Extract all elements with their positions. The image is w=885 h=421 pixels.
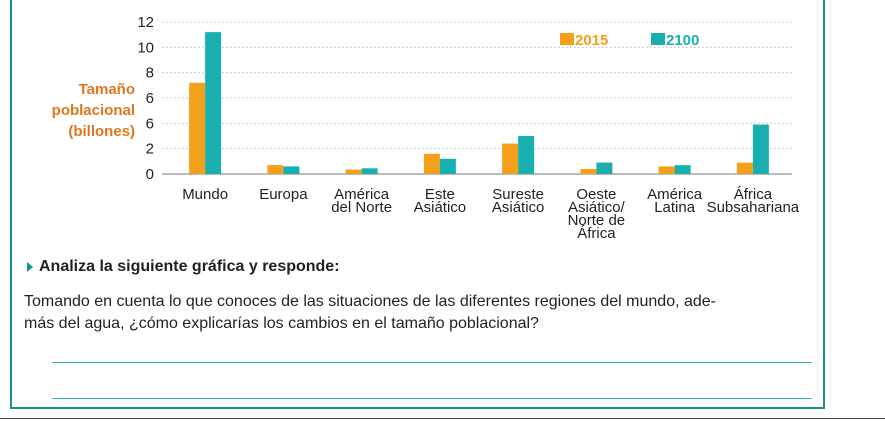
bar-2100	[674, 165, 691, 174]
answer-line-2[interactable]	[52, 398, 812, 399]
population-bar-chart: 0 2 6 6 8 10 12 Tamaño poblacional (billones) Mu…	[52, 14, 800, 242]
y-tick-label: 0	[146, 166, 154, 183]
y-axis-label-line: poblacional	[52, 102, 135, 119]
instruction-heading: Analiza la siguiente gráfica y responde:	[27, 258, 340, 276]
y-tick-labels: 0 2 6 6 8 10 12	[137, 14, 154, 183]
bar-2100	[518, 136, 535, 174]
y-axis-label-line: Tamaño	[79, 81, 135, 98]
activity-frame	[10, 0, 825, 409]
category-label: Sureste	[492, 186, 544, 203]
category-label: Asiático/	[568, 199, 626, 216]
instruction-text: Analiza la siguiente gráfica y responde:	[39, 258, 340, 275]
chart-legend: 2015 2100	[560, 32, 699, 49]
legend-swatch-2015	[560, 33, 574, 45]
legend-label-2015: 2015	[575, 32, 608, 49]
category-label: África	[577, 225, 616, 242]
bar-2100	[752, 124, 769, 174]
bar-2100	[361, 168, 378, 174]
bar-2015	[580, 168, 597, 174]
y-tick-label: 6	[146, 115, 154, 132]
category-label: Asiático	[414, 199, 467, 216]
legend-swatch-2100	[651, 33, 665, 45]
chart-grid	[162, 21, 792, 175]
answer-line-1[interactable]	[52, 362, 812, 363]
category-label: América	[647, 186, 703, 203]
category-label: Mundo	[182, 186, 228, 203]
legend-label-2100: 2100	[666, 32, 699, 49]
question-line: Tomando en cuenta lo que conoces de las …	[24, 293, 717, 310]
y-axis-label: Tamaño poblacional (billones)	[52, 81, 135, 140]
bar-2015	[736, 162, 753, 174]
question-text: Tomando en cuenta lo que conoces de las …	[24, 291, 814, 335]
category-label: Este	[425, 186, 455, 203]
y-axis-label-line: (billones)	[68, 123, 135, 140]
y-tick-label: 8	[146, 65, 154, 82]
category-label: Norte de	[568, 212, 626, 229]
category-label: Oeste	[576, 186, 616, 203]
y-tick-label: 2	[146, 141, 154, 158]
category-label: Subsahariana	[707, 199, 800, 216]
y-tick-label: 10	[137, 39, 154, 56]
bar-2100	[596, 162, 613, 174]
question-line: más del agua, ¿cómo explicarías los camb…	[24, 315, 539, 332]
category-label: Asiático	[492, 199, 545, 216]
bar-2100	[439, 158, 456, 174]
category-label: África	[734, 186, 773, 203]
bar-2015	[423, 153, 440, 174]
category-label: Latina	[654, 199, 696, 216]
arrow-bullet-icon	[27, 262, 33, 272]
bar-2015	[267, 165, 284, 174]
bar-2100	[283, 166, 300, 174]
category-label: Europa	[259, 186, 308, 203]
y-tick-label: 12	[137, 14, 154, 31]
bar-2015	[658, 166, 675, 174]
bar-2015	[189, 82, 206, 174]
chart-bars	[189, 32, 769, 175]
category-label: América	[334, 186, 390, 203]
page-bottom-rule	[0, 418, 885, 419]
bar-2015	[345, 169, 362, 174]
bar-2015	[502, 143, 519, 174]
bar-2100	[205, 32, 222, 175]
category-label: del Norte	[331, 199, 392, 216]
y-tick-label: 6	[146, 90, 154, 107]
